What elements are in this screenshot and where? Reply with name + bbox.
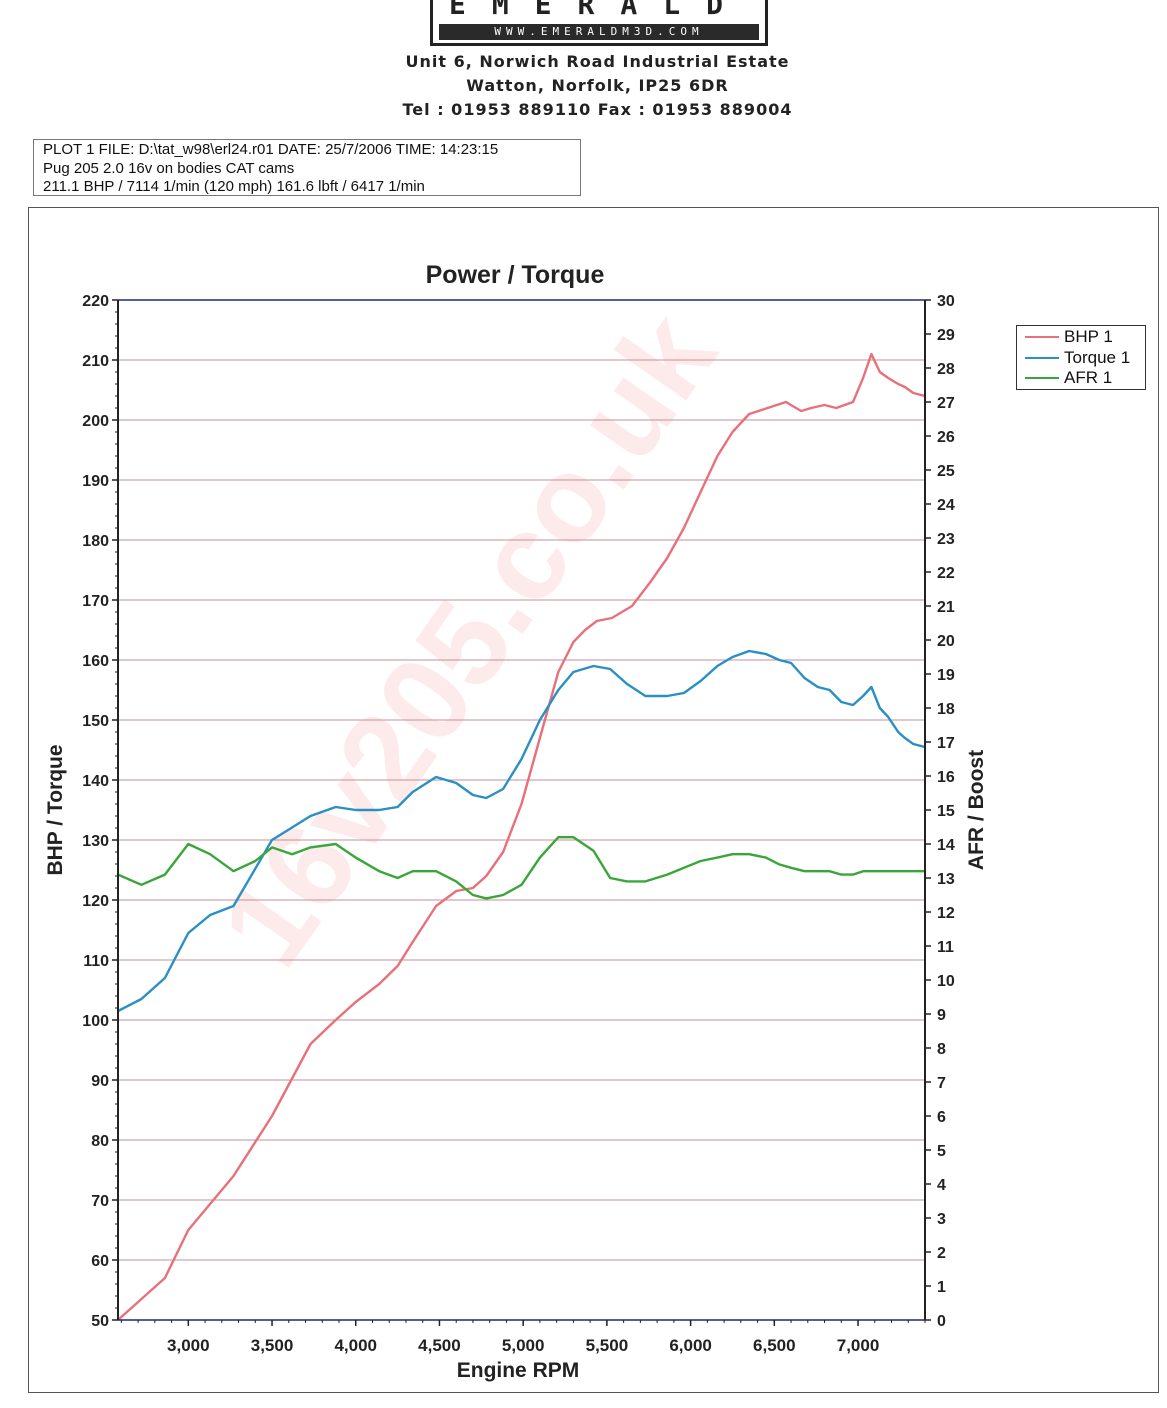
y-tick-label: 160 [82, 653, 109, 670]
legend-swatch-afr [1025, 377, 1059, 380]
y2-tick-label: 24 [937, 497, 955, 514]
y2-tick-label: 30 [937, 293, 955, 310]
series-line-torque [117, 649, 926, 1013]
y-tick-label: 70 [91, 1193, 109, 1210]
y2-tick-label: 22 [937, 565, 955, 582]
series-line-bhp [117, 352, 926, 1321]
legend-item-afr: AFR 1 [1017, 368, 1145, 389]
x-tick-label: 7,000 [837, 1336, 880, 1355]
y2-tick-label: 25 [937, 463, 955, 480]
legend-item-bhp: BHP 1 [1017, 327, 1145, 348]
chart-frame [28, 207, 1159, 1393]
series-line-afr [117, 836, 925, 900]
x-tick-label: 4,000 [334, 1336, 377, 1355]
y-tick-label: 100 [82, 1013, 109, 1030]
legend-label-torque: Torque 1 [1064, 347, 1131, 367]
y-tick-label: 210 [82, 353, 109, 370]
y2-tick-label: 6 [937, 1109, 946, 1126]
legend-swatch-torque [1025, 356, 1059, 359]
y-tick-label: 150 [82, 713, 109, 730]
y2-tick-label: 11 [937, 939, 954, 956]
chart-title: Power / Torque [426, 261, 605, 289]
y-tick-label: 50 [91, 1313, 109, 1330]
y2-tick-label: 28 [937, 361, 955, 378]
x-tick-label: 6,500 [753, 1336, 796, 1355]
y-tick-label: 200 [82, 413, 109, 430]
y2-tick-label: 9 [937, 1007, 946, 1024]
x-axis-label: Engine RPM [457, 1359, 580, 1382]
contact-line: Tel : 01953 889110 Fax : 01953 889004 [402, 100, 793, 119]
legend-item-torque: Torque 1 [1017, 348, 1145, 369]
plot-info-line-1: PLOT 1 FILE: D:\tat_w98\erl24.r01 DATE: … [43, 141, 499, 158]
y2-tick-label: 17 [937, 735, 955, 752]
y2-tick-label: 27 [937, 395, 955, 412]
y2-tick-label: 10 [937, 973, 955, 990]
legend-swatch-bhp [1025, 336, 1059, 339]
x-tick-label: 6,000 [669, 1336, 712, 1355]
x-tick-label: 3,500 [251, 1336, 294, 1355]
legend-label-afr: AFR 1 [1064, 368, 1113, 388]
y2-tick-label: 5 [937, 1143, 946, 1160]
y2-tick-label: 7 [937, 1075, 946, 1092]
y-tick-label: 220 [82, 293, 109, 310]
x-tick-label: 5,500 [586, 1336, 629, 1355]
y2-tick-label: 21 [937, 599, 955, 616]
y2-tick-label: 13 [937, 871, 955, 888]
logo-word: EMERALD [448, 0, 749, 21]
y2-tick-label: 18 [937, 701, 955, 718]
y-tick-label: 120 [82, 893, 109, 910]
address-line-1: Unit 6, Norwich Road Industrial Estate [405, 52, 790, 71]
y-tick-label: 80 [91, 1133, 109, 1150]
address-line-2: Watton, Norfolk, IP25 6DR [466, 76, 729, 95]
y2-tick-label: 4 [937, 1177, 946, 1194]
y2-tick-label: 15 [937, 803, 955, 820]
y-tick-label: 60 [91, 1253, 109, 1270]
y-tick-label: 140 [82, 773, 109, 790]
y2-tick-label: 14 [937, 837, 955, 854]
grid-layer [118, 359, 925, 1261]
y-tick-label: 90 [91, 1073, 109, 1090]
y-tick-label: 130 [82, 833, 109, 850]
y2-tick-label: 12 [937, 905, 955, 922]
plot-info-line-3: 211.1 BHP / 7114 1/min (120 mph) 161.6 l… [43, 178, 425, 195]
y2-tick-label: 8 [937, 1041, 946, 1058]
y2-tick-label: 29 [937, 327, 955, 344]
axes-layer: 5060708090100110120130140150160170180190… [82, 293, 955, 1355]
y2-axis-label: AFR / Boost [965, 750, 988, 870]
y-tick-label: 180 [82, 533, 109, 550]
y-tick-label: 110 [83, 953, 109, 970]
y2-tick-label: 20 [937, 633, 955, 650]
y2-tick-label: 19 [937, 667, 955, 684]
y-axis-label: BHP / Torque [44, 744, 67, 875]
legend-label-bhp: BHP 1 [1064, 327, 1113, 347]
chart-legend: BHP 1 Torque 1 AFR 1 [1016, 325, 1146, 390]
x-tick-label: 3,000 [167, 1336, 210, 1355]
plot-info-box: PLOT 1 FILE: D:\tat_w98\erl24.r01 DATE: … [33, 139, 581, 196]
y-tick-label: 170 [82, 593, 109, 610]
logo-url: WWW.EMERALDM3D.COM [439, 24, 759, 40]
plot-info-line-2: Pug 205 2.0 16v on bodies CAT cams [43, 159, 295, 177]
y2-tick-label: 16 [937, 769, 955, 786]
series-layer [117, 352, 926, 1321]
y2-tick-label: 26 [937, 429, 955, 446]
y-tick-label: 190 [82, 473, 109, 490]
y2-tick-label: 3 [937, 1211, 946, 1228]
y2-tick-label: 1 [937, 1279, 946, 1296]
y2-tick-label: 23 [937, 531, 955, 548]
y2-tick-label: 2 [937, 1245, 946, 1262]
x-tick-label: 4,500 [418, 1336, 461, 1355]
x-tick-label: 5,000 [502, 1336, 545, 1355]
y2-tick-label: 0 [937, 1313, 946, 1330]
emerald-logo: EMERALD WWW.EMERALDM3D.COM [430, 0, 768, 46]
